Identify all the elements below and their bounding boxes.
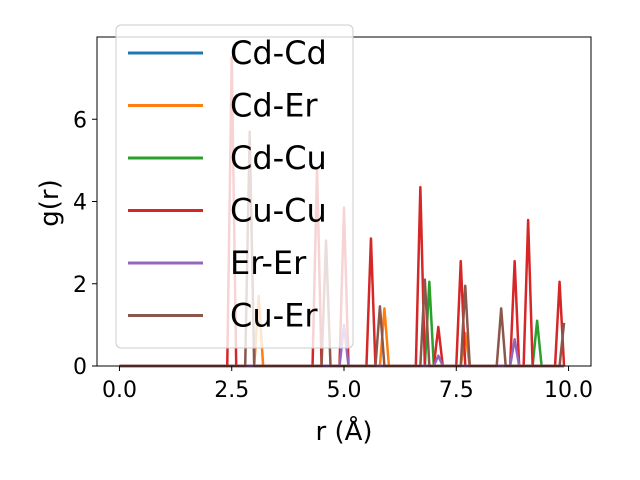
x-tick-label: 7.5 xyxy=(439,378,474,403)
y-axis-label: g(r) xyxy=(35,179,65,226)
legend: Cd-Cd Cd-Er Cd-Cu Cu-Cu Er-Er Cu-Er xyxy=(115,24,354,349)
x-tick-label: 2.5 xyxy=(214,378,249,403)
x-tick-label: 10.0 xyxy=(544,378,593,403)
y-axis: 0 2 4 6 xyxy=(73,108,97,380)
legend-label-cd-cu: Cd-Cu xyxy=(230,139,327,177)
y-tick-label: 2 xyxy=(73,273,87,298)
x-tick-label: 0.0 xyxy=(102,378,137,403)
legend-label-er-er: Er-Er xyxy=(230,244,307,282)
legend-label-cu-er: Cu-Er xyxy=(230,297,318,335)
y-tick-label: 6 xyxy=(73,108,87,133)
x-tick-label: 5.0 xyxy=(327,378,362,403)
legend-label-cu-cu: Cu-Cu xyxy=(230,192,327,230)
y-tick-label: 4 xyxy=(73,191,87,216)
legend-label-cd-cd: Cd-Cd xyxy=(230,34,327,72)
y-tick-label: 0 xyxy=(73,355,87,380)
x-axis: 0.0 2.5 5.0 7.5 10.0 xyxy=(102,366,593,403)
x-axis-label: r (Å) xyxy=(315,415,372,447)
legend-label-cd-er: Cd-Er xyxy=(230,87,318,125)
